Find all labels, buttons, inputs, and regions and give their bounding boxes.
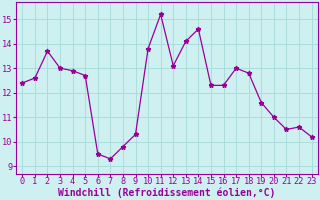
X-axis label: Windchill (Refroidissement éolien,°C): Windchill (Refroidissement éolien,°C) <box>58 187 276 198</box>
